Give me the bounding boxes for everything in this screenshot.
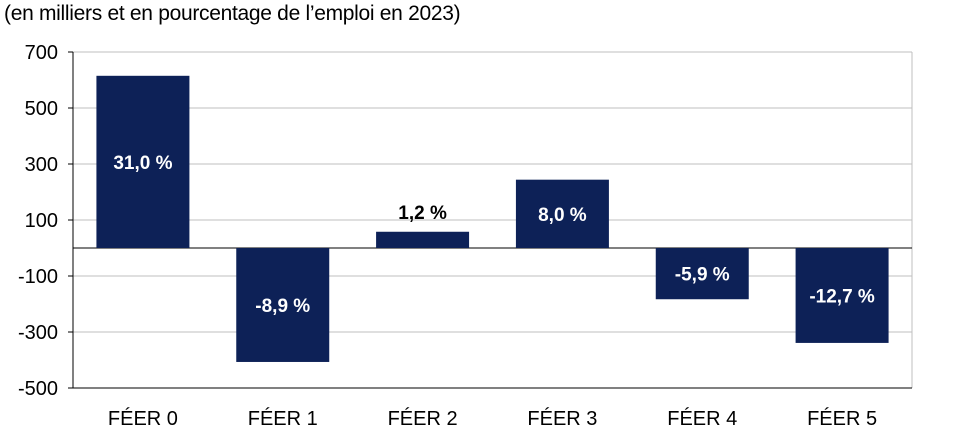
- gridlines: [73, 51, 912, 389]
- bar: [515, 179, 609, 248]
- y-tick-label: 100: [25, 210, 58, 232]
- bar: [96, 75, 190, 248]
- data-label: -5,9 %: [675, 265, 730, 286]
- y-tick-label: -300: [18, 322, 58, 344]
- y-tick-label: 500: [25, 98, 58, 120]
- data-label: 8,0 %: [538, 205, 587, 226]
- category-label: FÉER 0: [108, 407, 178, 430]
- category-label: FÉER 3: [527, 407, 597, 430]
- chart-subtitle: (en milliers et en pourcentage de l’empl…: [4, 2, 461, 25]
- data-label: -12,7 %: [809, 286, 875, 307]
- y-tick-label: 700: [25, 42, 58, 64]
- category-labels: FÉER 0 FÉER 1 FÉER 2 FÉER 3 FÉER 4 FÉER 5: [108, 407, 877, 430]
- y-tick-label: 300: [25, 154, 58, 176]
- category-label: FÉER 1: [248, 407, 318, 430]
- data-label: 1,2 %: [398, 203, 447, 224]
- data-label: 31,0 %: [113, 153, 172, 174]
- category-label: FÉER 2: [388, 407, 458, 430]
- data-labels: 31,0 % -8,9 % 1,2 % 8,0 % -5,9 % -12,7 %: [113, 153, 875, 317]
- y-tick-label: -500: [18, 378, 58, 400]
- y-tick-label: -100: [18, 266, 58, 288]
- bar: [795, 248, 889, 343]
- category-label: FÉER 5: [807, 407, 877, 430]
- axes: [68, 51, 913, 389]
- y-tick-labels: 700 500 300 100 -100 -300 -500: [18, 42, 58, 400]
- bars: [96, 75, 889, 362]
- bar: [236, 248, 330, 362]
- category-label: FÉER 4: [667, 407, 737, 430]
- bar: [655, 248, 749, 300]
- bar: [376, 231, 470, 248]
- data-label: -8,9 %: [255, 296, 310, 317]
